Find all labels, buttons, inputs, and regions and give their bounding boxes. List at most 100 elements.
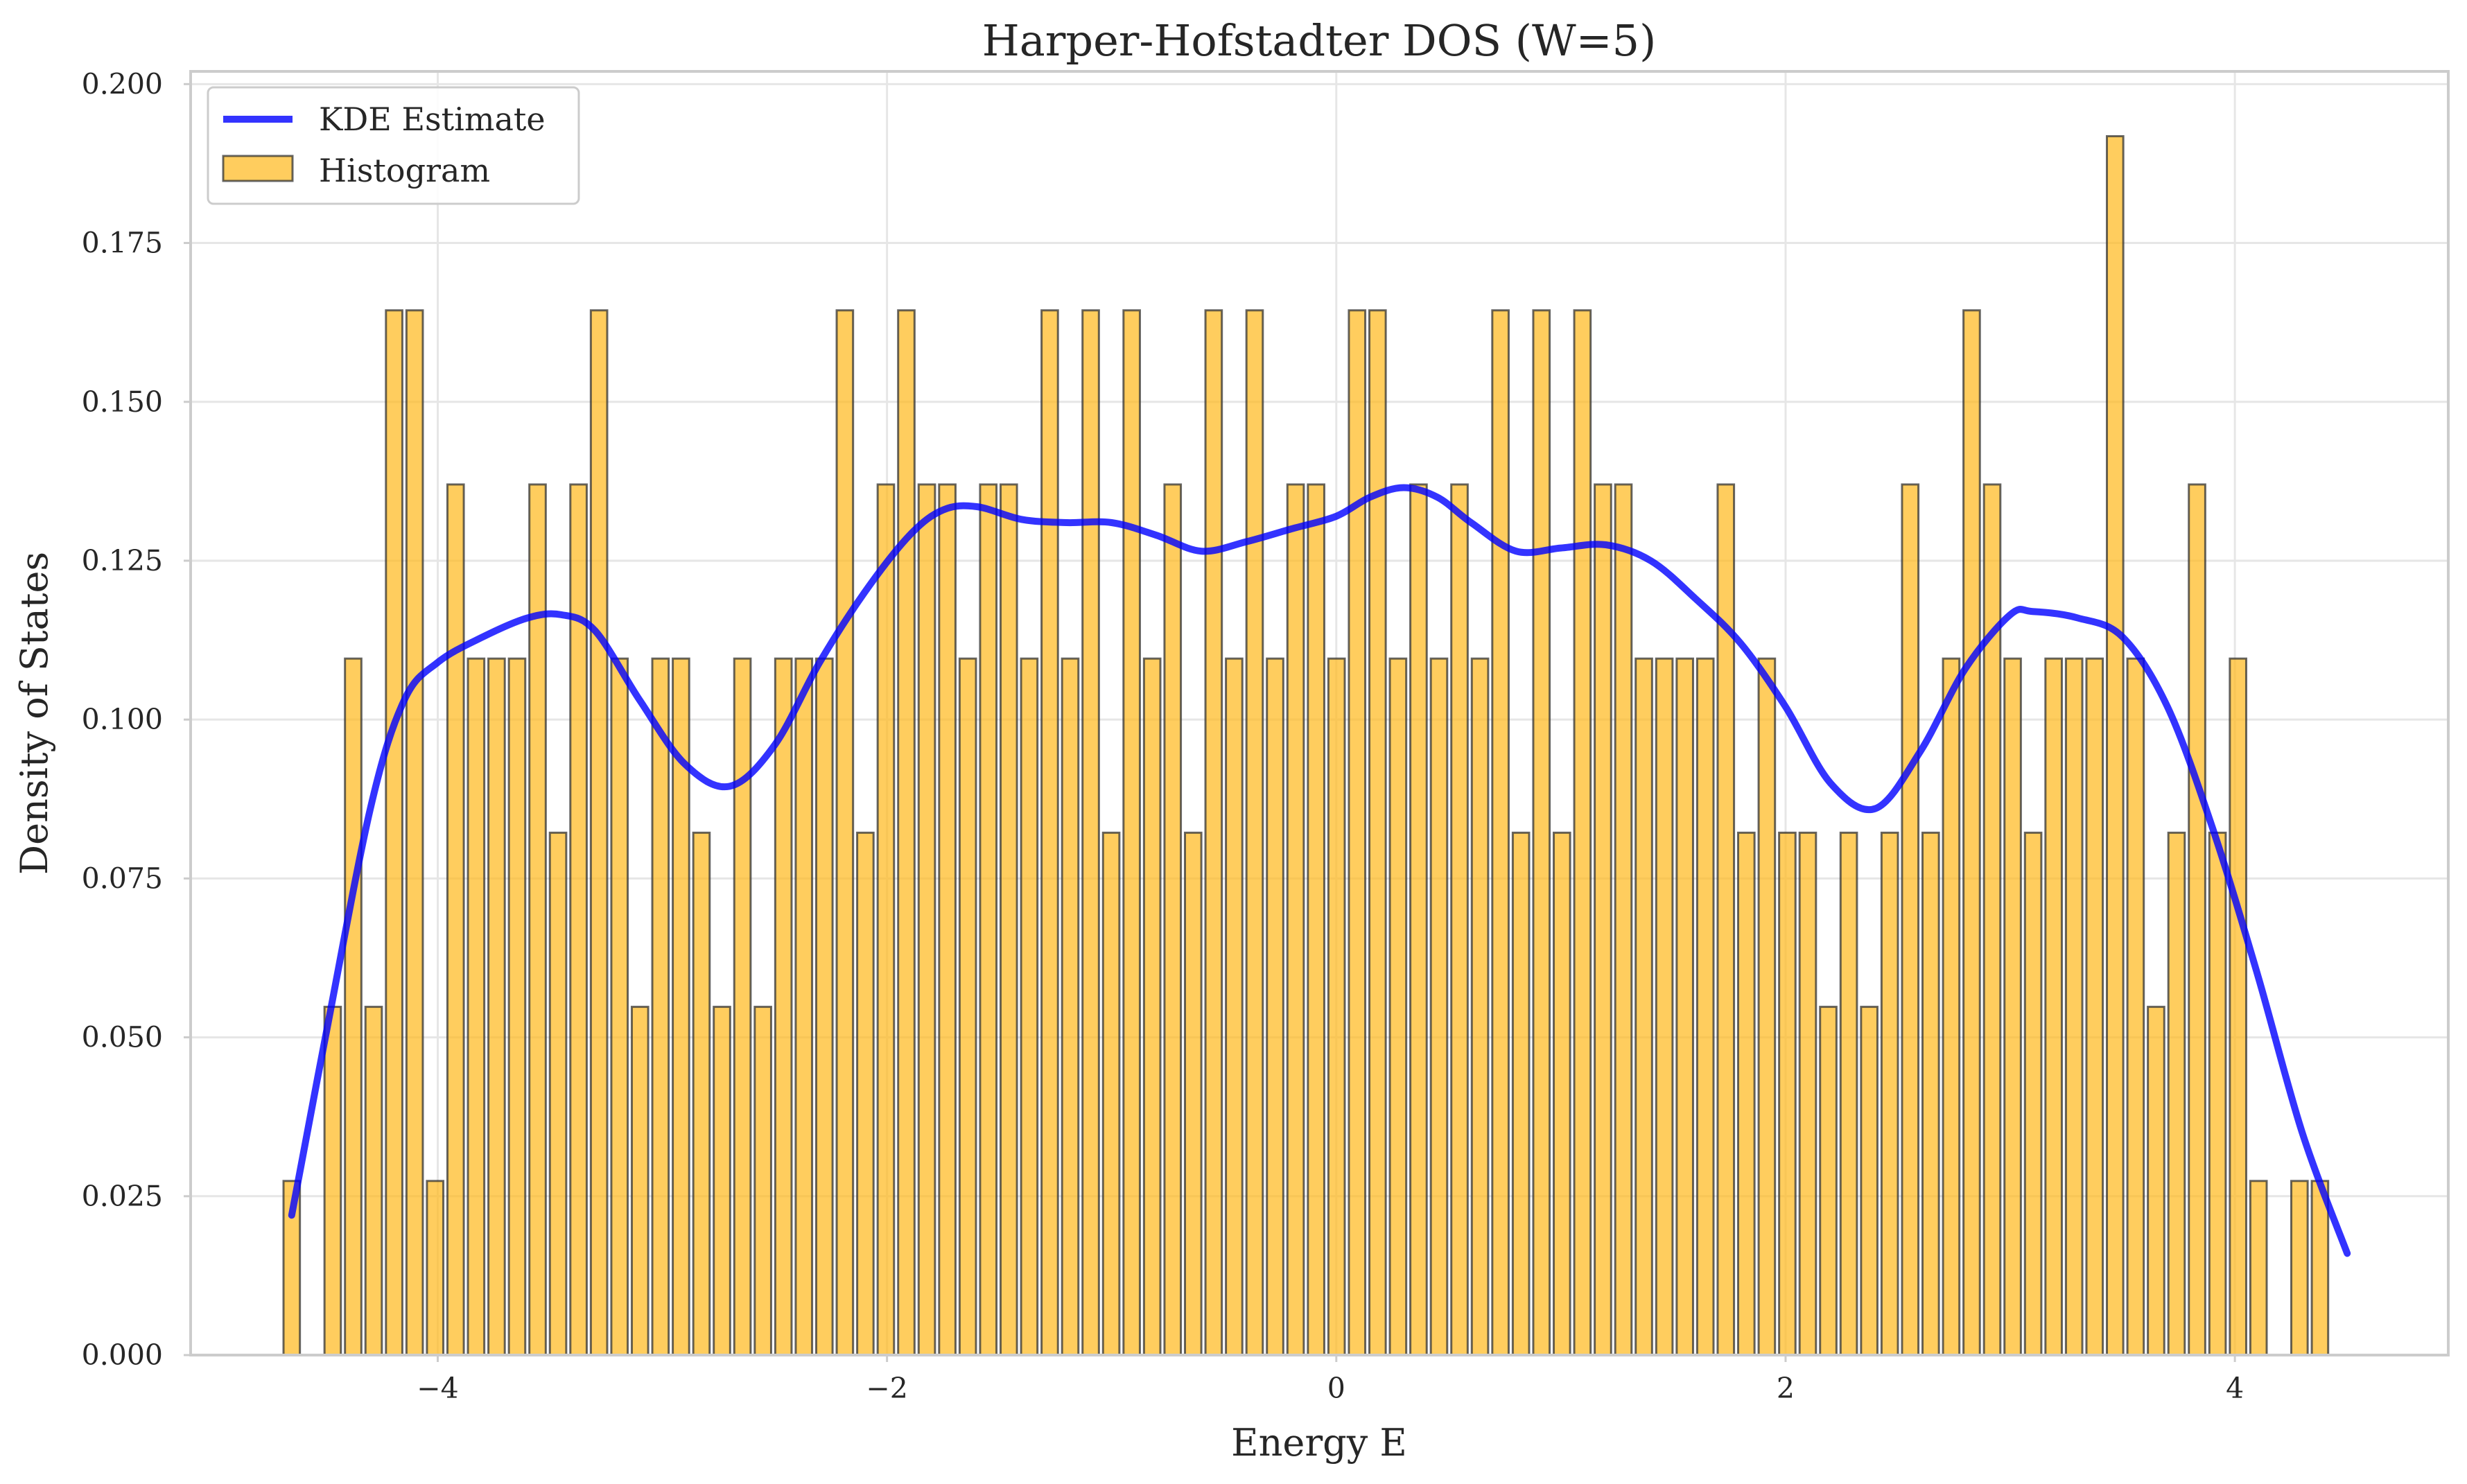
histogram-bar — [467, 657, 486, 1356]
histogram-bar — [1778, 831, 1797, 1356]
y-tick-label: 0.000 — [82, 1338, 163, 1372]
histogram-bar — [1921, 831, 1940, 1356]
legend: KDE Estimate Histogram — [207, 86, 580, 205]
x-tick-label: −2 — [866, 1372, 907, 1405]
histogram-bar — [1470, 657, 1490, 1356]
histogram-bar — [1225, 657, 1244, 1356]
histogram-bar — [1450, 483, 1469, 1356]
histogram-bar — [1348, 309, 1367, 1356]
histogram-bar — [1204, 309, 1223, 1356]
y-tick-label: 0.075 — [82, 862, 163, 895]
histogram-bar — [938, 483, 957, 1356]
histogram-bar — [2229, 657, 2247, 1356]
histogram-bar — [344, 657, 363, 1356]
histogram-bar — [2208, 831, 2227, 1356]
histogram-bar — [2249, 1180, 2268, 1356]
histogram-bar — [692, 831, 711, 1356]
histogram-bar — [2106, 135, 2125, 1356]
histogram-bar — [1675, 657, 1694, 1356]
histogram-bar — [1880, 831, 1899, 1356]
y-tick-label: 0.100 — [82, 703, 163, 736]
histogram-bar — [2023, 831, 2043, 1356]
histogram-bar — [2044, 657, 2063, 1356]
histogram-bar — [2147, 1006, 2165, 1356]
histogram-bar — [1266, 657, 1284, 1356]
legend-histogram-swatch — [222, 155, 294, 182]
histogram-bar — [1061, 657, 1080, 1356]
histogram-bar — [651, 657, 670, 1356]
histogram-bar — [1860, 1006, 1878, 1356]
histogram-bar — [1982, 483, 2002, 1356]
histogram-bar — [1695, 657, 1715, 1356]
x-tick-label: −4 — [417, 1372, 458, 1405]
histogram-bar — [856, 831, 875, 1356]
histogram-bar — [1286, 483, 1305, 1356]
histogram-bar — [1757, 657, 1777, 1356]
plot-frame — [189, 70, 2450, 1356]
histogram-bar — [1368, 309, 1387, 1356]
histogram-bar — [1327, 657, 1346, 1356]
histogram-bar — [979, 483, 998, 1356]
histogram-bar — [2064, 657, 2084, 1356]
histogram-bars — [282, 135, 2330, 1356]
histogram-bar — [1163, 483, 1183, 1356]
legend-kde-label: KDE Estimate — [319, 101, 546, 138]
histogram-bar — [2085, 657, 2104, 1356]
histogram-bar — [1429, 657, 1449, 1356]
histogram-bar — [1511, 831, 1531, 1356]
histogram-bar — [1101, 831, 1121, 1356]
histogram-bar — [1594, 483, 1612, 1356]
histogram-bar — [958, 657, 977, 1356]
histogram-bar — [835, 309, 855, 1356]
y-tick-label: 0.125 — [82, 544, 163, 577]
histogram-bar — [548, 831, 568, 1356]
legend-box — [207, 86, 580, 205]
histogram-bar — [1614, 483, 1633, 1356]
histogram-bar — [814, 657, 834, 1356]
histogram-bar — [1942, 657, 1961, 1356]
y-tick-label: 0.200 — [82, 67, 163, 101]
histogram-bar — [323, 1006, 342, 1356]
histogram-bar — [897, 309, 916, 1356]
histogram-bar — [1819, 1006, 1838, 1356]
y-tick-label: 0.175 — [82, 227, 163, 260]
y-axis-label: Density of States — [12, 552, 56, 875]
histogram-bar — [507, 657, 527, 1356]
histogram-bar — [1716, 483, 1736, 1356]
histogram-bar — [1901, 483, 1920, 1356]
histogram-bar — [1798, 831, 1817, 1356]
histogram-bar — [794, 657, 814, 1356]
histogram-bar — [405, 309, 424, 1356]
histogram-bar — [1388, 657, 1408, 1356]
histogram-bar — [1245, 309, 1264, 1356]
histogram-bar — [1635, 657, 1653, 1356]
x-tick-label: 2 — [1777, 1372, 1795, 1405]
histogram-bar — [2003, 657, 2022, 1356]
histogram-bar — [2188, 483, 2206, 1356]
y-tick-label: 0.025 — [82, 1180, 163, 1213]
histogram-bar — [1573, 309, 1592, 1356]
histogram-bar — [1409, 483, 1428, 1356]
x-axis-label: Energy E — [1231, 1421, 1407, 1465]
histogram-bar — [589, 309, 609, 1356]
histogram-bar — [1081, 309, 1100, 1356]
histogram-bar — [1040, 309, 1059, 1356]
histogram-bar — [713, 1006, 731, 1356]
histogram-bar — [876, 483, 896, 1356]
histogram-bar — [2290, 1180, 2309, 1356]
histogram-bar — [917, 483, 936, 1356]
y-axis-ticks: 0.000 0.025 0.050 0.075 0.100 0.125 0.150 0.175… — [82, 67, 191, 1372]
histogram-bar — [2167, 831, 2186, 1356]
histogram-bar — [426, 1180, 445, 1356]
x-axis-ticks: −4 −2 0 2 4 — [417, 1355, 2244, 1405]
histogram-bar — [1962, 309, 1981, 1356]
histogram-bar — [446, 483, 465, 1356]
x-tick-label: 4 — [2226, 1372, 2244, 1405]
x-tick-label: 0 — [1327, 1372, 1345, 1405]
chart-title: Harper-Hofstadter DOS (W=5) — [982, 15, 1657, 66]
y-tick-label: 0.050 — [82, 1021, 163, 1054]
histogram-bar — [1122, 309, 1141, 1356]
histogram-bar — [1020, 657, 1039, 1356]
histogram-bar — [364, 1006, 383, 1356]
